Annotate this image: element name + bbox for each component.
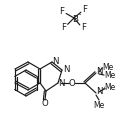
Text: F: F: [61, 23, 66, 32]
Text: -: -: [78, 11, 81, 17]
Text: Me: Me: [104, 72, 116, 80]
Text: +: +: [101, 86, 107, 91]
Text: F: F: [81, 23, 86, 32]
Text: N: N: [52, 57, 58, 65]
Text: N: N: [96, 67, 102, 76]
Text: O: O: [69, 78, 75, 88]
Text: F: F: [82, 5, 88, 14]
Text: Me: Me: [93, 101, 105, 110]
Text: F: F: [59, 7, 64, 16]
Text: N: N: [58, 80, 64, 88]
Text: B: B: [73, 15, 79, 23]
Text: N: N: [63, 65, 69, 74]
Text: Me: Me: [102, 63, 114, 72]
Text: N: N: [96, 88, 102, 97]
Text: O: O: [42, 99, 48, 108]
Text: Me: Me: [104, 84, 116, 93]
